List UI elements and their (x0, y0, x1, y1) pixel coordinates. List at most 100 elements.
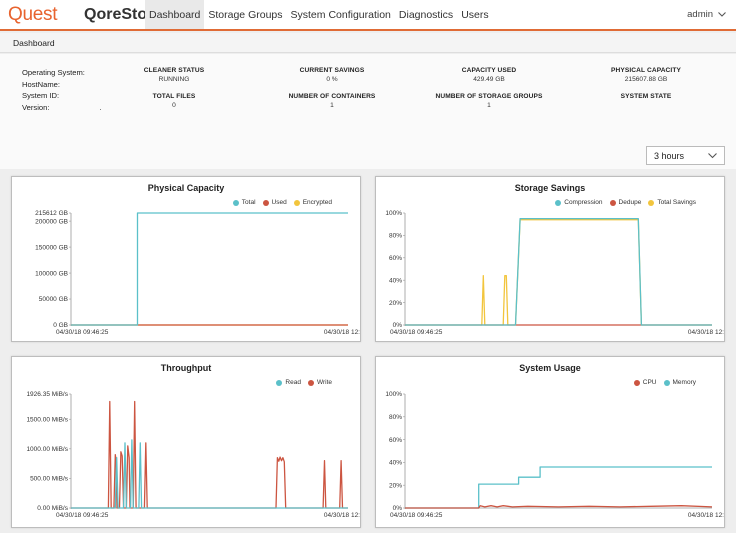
legend-item[interactable]: Encrypted (293, 199, 332, 206)
x-tick-label: 04/30/18 09:46:25 (390, 329, 443, 336)
y-tick-label: 60% (389, 437, 402, 444)
y-tick-label: 50000 GB (39, 296, 68, 303)
y-tick-label: 0% (393, 505, 403, 512)
chevron-down-icon (708, 153, 717, 159)
os-label: Operating System: (22, 68, 85, 77)
capacity-used-label: CAPACITY USED (461, 67, 517, 74)
legend-item[interactable]: Read (276, 379, 301, 386)
storage-savings-panel: Storage Savings Compression Dedupe Total… (375, 176, 725, 342)
legend-swatch (633, 379, 640, 386)
throughput-panel: Throughput Read Write 1926.35 MiB/s 1500.… (11, 356, 361, 528)
y-tick-label: 100% (385, 210, 402, 217)
system-usage-chart: 100% 80% 60% 40% 20% 0%04/30/18 09:46:25 04/30… (385, 391, 724, 519)
legend-item[interactable]: Memory (663, 379, 696, 386)
y-tick-label: 80% (389, 233, 402, 240)
chart-legend: CPU Memory (633, 379, 696, 386)
legend-swatch (609, 199, 616, 206)
legend-item[interactable]: Total Savings (648, 199, 696, 206)
storage-savings-chart: 100% 80% 60% 40% 20% 0%04/30/18 09:46:25 04/30… (385, 210, 724, 336)
y-tick-label: 0% (393, 322, 403, 329)
legend-item[interactable]: Dedupe (609, 199, 642, 206)
system-state: SYSTEM STATE (576, 93, 716, 102)
legend-item[interactable]: Used (262, 199, 287, 206)
legend-label: Read (285, 379, 301, 386)
physical-capacity-value: 215607.88 GB (624, 76, 668, 83)
user-name: admin (687, 9, 713, 20)
panel-title: System Usage (519, 363, 581, 373)
y-tick-label: 0.00 MiB/s (37, 505, 68, 512)
legend-label: Dedupe (618, 199, 642, 206)
version-row: Version:. (22, 102, 102, 114)
legend-swatch (262, 199, 269, 206)
tab-storage-groups[interactable]: Storage Groups (208, 9, 283, 21)
cleaner-status-label: CLEANER STATUS (143, 67, 205, 74)
system-info-list: Operating System: HostName: System ID: V… (22, 67, 102, 113)
tab-system-configuration[interactable]: System Configuration (290, 9, 391, 21)
legend-label: Total Savings (657, 199, 696, 206)
physical-capacity: PHYSICAL CAPACITY 215607.88 GB (576, 67, 716, 83)
storage-groups-label: NUMBER OF STORAGE GROUPS (435, 93, 543, 100)
total-files: TOTAL FILES 0 (104, 93, 244, 109)
containers-value: 1 (330, 102, 334, 109)
breadcrumb-dashboard: Dashboard (13, 38, 55, 48)
cleaner-status: CLEANER STATUS RUNNING (104, 67, 244, 83)
series-line-total-savings (405, 219, 712, 326)
panel-title: Throughput (160, 363, 212, 373)
tab-diagnostics[interactable]: Diagnostics (398, 9, 454, 21)
y-tick-label: 0 GB (53, 322, 68, 329)
main-nav: Dashboard Storage Groups System Configur… (145, 0, 493, 29)
legend-swatch (307, 379, 314, 386)
version-value: . (99, 102, 102, 112)
legend-label: Total (241, 199, 256, 206)
current-savings-value: 0 % (326, 76, 338, 83)
number-of-containers: NUMBER OF CONTAINERS 1 (262, 93, 402, 109)
capacity-used: CAPACITY USED 429.49 GB (419, 67, 559, 83)
current-savings: CURRENT SAVINGS 0 % (262, 67, 402, 83)
series-line-read (71, 439, 348, 509)
legend-label: CPU (642, 379, 657, 386)
panel-title: Storage Savings (514, 183, 586, 193)
time-range-select[interactable]: 3 hours (646, 146, 725, 165)
y-tick-label: 60% (389, 255, 402, 262)
quest-logo[interactable]: Quest (8, 4, 58, 25)
series-line-cpu (405, 505, 713, 509)
y-tick-label: 200000 GB (35, 218, 68, 225)
total-files-label: TOTAL FILES (152, 93, 196, 100)
legend-label: Compression (564, 199, 603, 206)
y-tick-label: 1000.00 MiB/s (26, 446, 68, 453)
legend-swatch (232, 199, 239, 206)
x-tick-label: 04/30/18 12: (688, 512, 724, 519)
y-tick-label: 40% (389, 277, 402, 284)
legend-item[interactable]: Compression (555, 199, 603, 206)
y-tick-label: 215612 GB (35, 210, 68, 217)
user-menu[interactable]: admin (687, 9, 726, 20)
chevron-down-icon (718, 12, 726, 17)
series-line-total (71, 212, 348, 326)
legend-swatch (648, 199, 655, 206)
legend-swatch (276, 379, 283, 386)
legend-label: Memory (672, 379, 696, 386)
tab-users[interactable]: Users (461, 9, 489, 21)
cleaner-status-value: RUNNING (158, 76, 190, 83)
hostname-label: HostName: (22, 79, 60, 89)
legend-item[interactable]: Write (307, 379, 332, 386)
x-tick-label: 04/30/18 12: (324, 329, 360, 336)
y-tick-label: 1500.00 MiB/s (26, 416, 68, 423)
legend-item[interactable]: Total (232, 199, 256, 206)
y-tick-label: 150000 GB (35, 244, 68, 251)
chart-legend: Compression Dedupe Total Savings (555, 199, 696, 206)
x-tick-label: 04/30/18 09:46:25 (56, 512, 109, 519)
top-navbar: Quest QoreStor Dashboard Storage Groups … (0, 0, 736, 31)
product-name: QoreStor (84, 6, 154, 23)
y-tick-label: 20% (389, 300, 402, 307)
current-savings-label: CURRENT SAVINGS (299, 67, 365, 74)
tab-dashboard[interactable]: Dashboard (145, 0, 205, 29)
capacity-used-value: 429.49 GB (473, 76, 505, 83)
system-state-label: SYSTEM STATE (620, 93, 672, 100)
legend-item[interactable]: CPU (633, 379, 657, 386)
x-tick-label: 04/30/18 12: (324, 512, 360, 519)
y-tick-label: 80% (389, 414, 402, 421)
system-summary: Operating System: HostName: System ID: V… (0, 54, 736, 169)
storage-groups-value: 1 (487, 102, 491, 109)
series-line-compression (405, 217, 712, 326)
